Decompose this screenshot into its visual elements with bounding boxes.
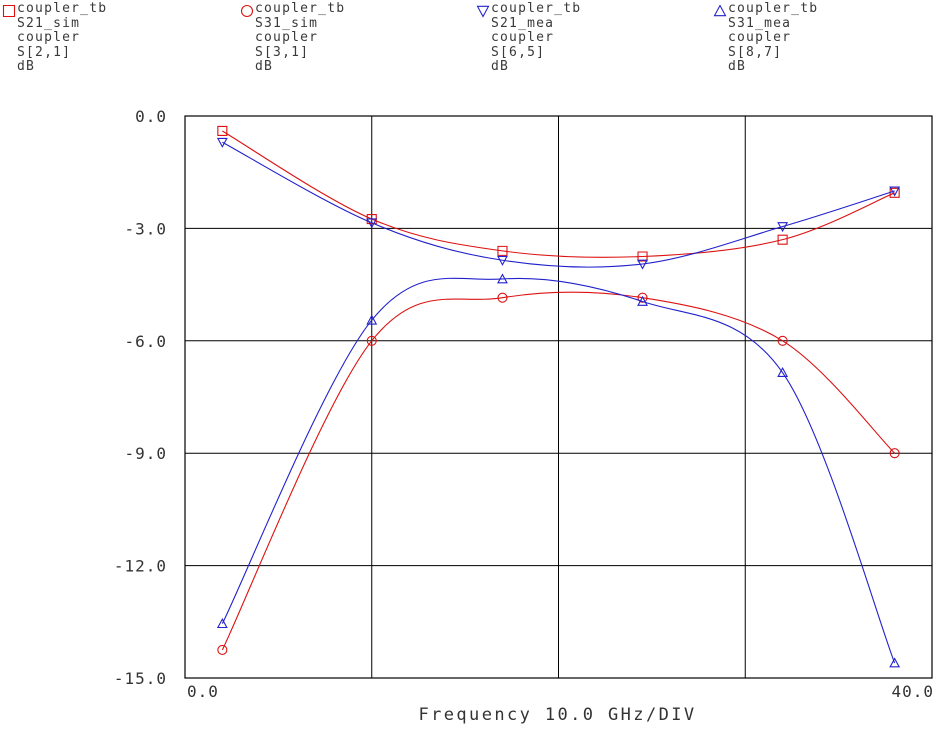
data-point-triangle-up xyxy=(497,273,508,284)
legend-line: coupler xyxy=(491,30,555,45)
data-point-circle xyxy=(217,644,228,655)
legend-line: coupler xyxy=(728,30,792,45)
series-line xyxy=(221,291,896,651)
legend-line: coupler_tb xyxy=(728,1,819,16)
legend-marker-square xyxy=(2,4,16,18)
data-point-circle xyxy=(777,335,788,346)
series-S31_mea xyxy=(216,273,901,668)
y-tick-label: -3.0 xyxy=(124,219,167,238)
y-tick-label: -12.0 xyxy=(114,557,167,576)
data-point-circle xyxy=(637,292,648,303)
data-point-triangle-down xyxy=(777,222,789,233)
legend-marker-triangle-up xyxy=(713,4,727,17)
data-point-triangle-down xyxy=(216,137,228,148)
legend-line: dB xyxy=(491,59,510,74)
legend-line: S21_mea xyxy=(491,15,555,31)
legend-line: coupler_tb xyxy=(17,1,108,16)
legend-line: dB xyxy=(255,59,274,74)
y-tick-labels: 0.0 -3.0 -6.0 -9.0 -12.0 -15.0 xyxy=(114,107,167,688)
x-tick-label: 40.0 xyxy=(891,682,934,701)
legend-marker-triangle-down xyxy=(476,5,490,18)
series-line xyxy=(222,130,895,258)
data-point-triangle-down xyxy=(366,218,378,229)
data-point-square xyxy=(217,125,228,137)
data-point-circle xyxy=(889,448,900,459)
series-S31_sim xyxy=(217,291,900,655)
y-tick-label: -9.0 xyxy=(124,444,167,463)
series-line xyxy=(222,141,895,268)
x-tick-labels: 0.0 40.0 xyxy=(187,682,934,701)
y-tick-label: 0.0 xyxy=(135,107,167,126)
legend-marker-circle xyxy=(240,4,254,18)
legend-line: dB xyxy=(728,59,747,74)
legend-line: S[3,1] xyxy=(255,44,310,60)
data-point-triangle-down xyxy=(497,255,508,266)
legend-line: S[2,1] xyxy=(17,44,72,60)
legend-line: S31_mea xyxy=(728,15,792,31)
data-point-square xyxy=(497,245,508,256)
legend-line: coupler xyxy=(255,30,319,45)
data-point-square xyxy=(889,187,900,198)
legend-line: coupler_tb xyxy=(491,1,582,16)
legend-marker-shape xyxy=(476,5,490,18)
data-point-triangle-up xyxy=(889,657,901,668)
y-tick-label: -15.0 xyxy=(114,669,167,688)
x-tick-label: 0.0 xyxy=(187,682,219,701)
grid xyxy=(184,115,933,679)
legend-line: S[8,7] xyxy=(728,44,783,60)
data-point-circle xyxy=(366,335,377,346)
legend-line: dB xyxy=(17,59,36,74)
data-point-triangle-down xyxy=(637,259,648,270)
data-point-triangle-down xyxy=(889,186,901,197)
series-S21_mea xyxy=(216,137,901,270)
series-layer xyxy=(216,125,901,668)
legend-line: coupler xyxy=(17,30,81,45)
data-point-square xyxy=(777,234,788,245)
legend-line: S21_sim xyxy=(17,15,81,31)
data-point-circle xyxy=(497,292,508,303)
data-point-triangle-up xyxy=(777,366,789,378)
y-tick-label: -6.0 xyxy=(124,332,167,351)
legend-marker-shape xyxy=(2,4,16,18)
legend-marker-shape xyxy=(713,4,727,17)
legend-marker-shape xyxy=(240,4,254,18)
x-axis-label: Frequency 10.0 GHz/DIV xyxy=(419,705,697,725)
legend-line: S[6,5] xyxy=(491,44,546,60)
legend-line: coupler_tb xyxy=(255,1,346,16)
data-point-triangle-up xyxy=(637,295,648,306)
data-point-triangle-up xyxy=(366,314,378,325)
legend-line: S31_sim xyxy=(255,15,319,31)
data-point-triangle-up xyxy=(216,618,228,629)
series-line xyxy=(221,277,896,664)
